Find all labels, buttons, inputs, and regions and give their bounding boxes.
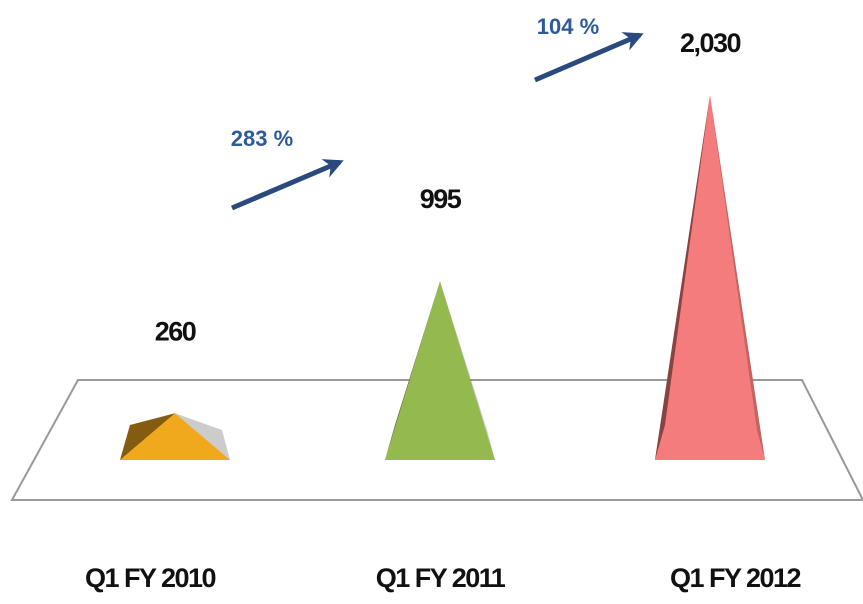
growth-arrow [534,32,644,83]
pyramid-face [655,95,765,460]
pyramid [385,281,495,460]
pyramid-left-face [655,95,710,460]
x-tick-label: Q1 FY 2012 [670,563,801,593]
pyramid [655,95,765,460]
growth-annotation: 283 % [231,126,293,151]
pyramid-right-face [175,413,230,460]
x-tick-label: Q1 FY 2011 [376,563,506,593]
pyramid-face [120,413,230,460]
pyramid-right-face [710,95,765,460]
x-tick-label: Q1 FY 2010 [85,563,216,593]
pyramid-left-shade [655,95,710,460]
pyramid-right-face [440,281,495,460]
pyramid-face [385,281,495,460]
value-label: 260 [155,316,196,346]
pyramid-left-shade [120,413,175,460]
value-label: 995 [420,184,462,214]
growth-arrow [231,159,344,211]
growth-annotation: 104 % [537,14,599,39]
pyramid-left-face [120,413,175,460]
pyramid [120,413,230,460]
value-label: 2,030 [680,28,741,58]
pyramid-left-face [385,281,440,460]
pyramid-left-shade [385,281,440,460]
